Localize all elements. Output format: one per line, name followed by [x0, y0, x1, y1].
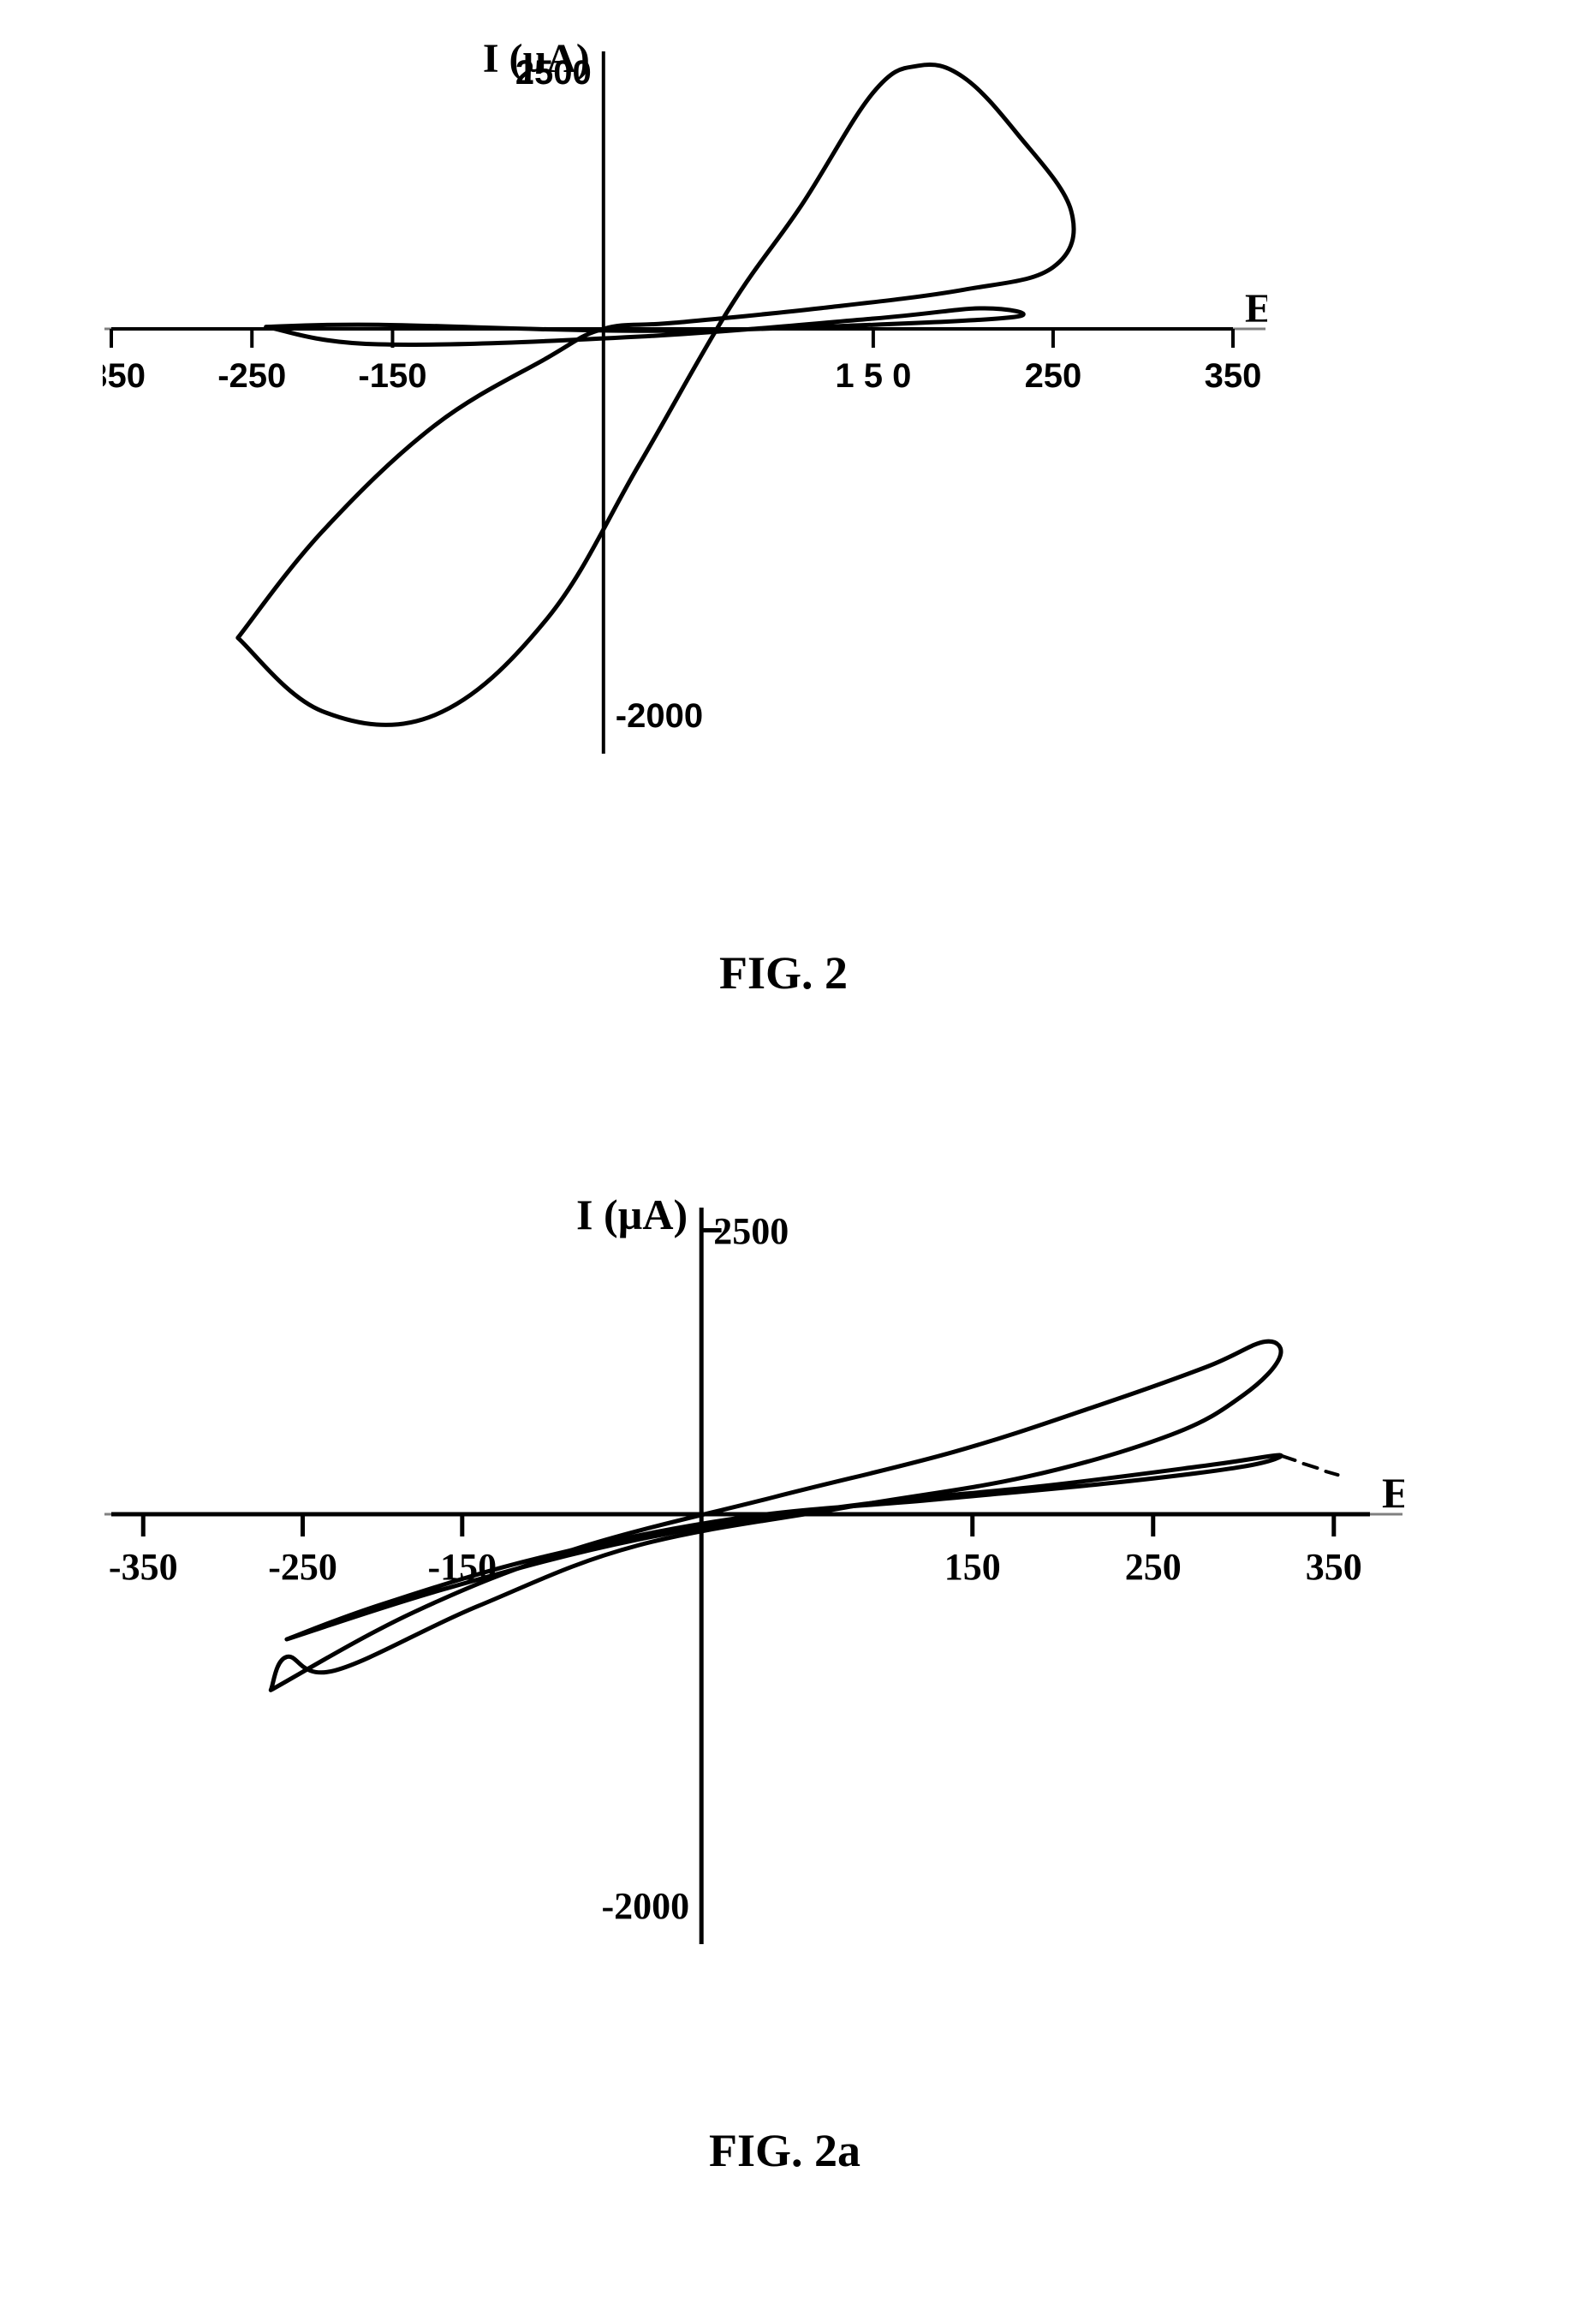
- chart-svg: -350-250-1501 5 02503502500-2000I (µA)E …: [103, 34, 1267, 771]
- fig2a-chart: -350 -250 -150 150 250 350 2500 -2000 I (µA) E (m…: [103, 1190, 1404, 1961]
- x-tick-label: 350: [1205, 357, 1262, 395]
- x-tick-label: 250: [1025, 357, 1082, 395]
- x-tick-label: 1 5 0: [835, 357, 911, 395]
- x-axis-label: E (mV): [1382, 1469, 1404, 1517]
- x-tick-label: 250: [1125, 1546, 1182, 1588]
- x-tick-label: 150: [944, 1546, 1001, 1588]
- page: -350 -250 -150 1 5 0 250 350 2500 -2000 I (µA) E …: [0, 0, 1596, 2309]
- y-axis-label: I (µA): [483, 36, 590, 81]
- y-tick-label-bottom: -2000: [602, 1885, 690, 1927]
- x-axis-label: E (mV): [1245, 286, 1267, 331]
- x-tick-label: -150: [358, 357, 426, 395]
- y-tick-label-top: 2500: [713, 1210, 789, 1252]
- x-tick-label: -250: [268, 1546, 337, 1588]
- trace-end-dashes: [1279, 1455, 1337, 1475]
- x-tick-label: -350: [103, 357, 146, 395]
- fig2-chart: -350-250-1501 5 02503502500-2000I (µA)E …: [103, 34, 1267, 771]
- x-tick-label: -350: [109, 1546, 178, 1588]
- x-tick-label: -250: [217, 357, 286, 395]
- y-axis-label: I (µA): [576, 1190, 688, 1238]
- y-tick-label-bottom: -2000: [616, 697, 703, 735]
- chart-svg: -350 -250 -150 150 250 350 2500 -2000 I (µA) E (m…: [103, 1190, 1404, 1961]
- x-tick-label: -150: [427, 1546, 497, 1588]
- caption-fig2a: FIG. 2a: [709, 2124, 861, 2177]
- x-tick-label: 350: [1306, 1546, 1362, 1588]
- caption-fig2: FIG. 2: [719, 946, 848, 999]
